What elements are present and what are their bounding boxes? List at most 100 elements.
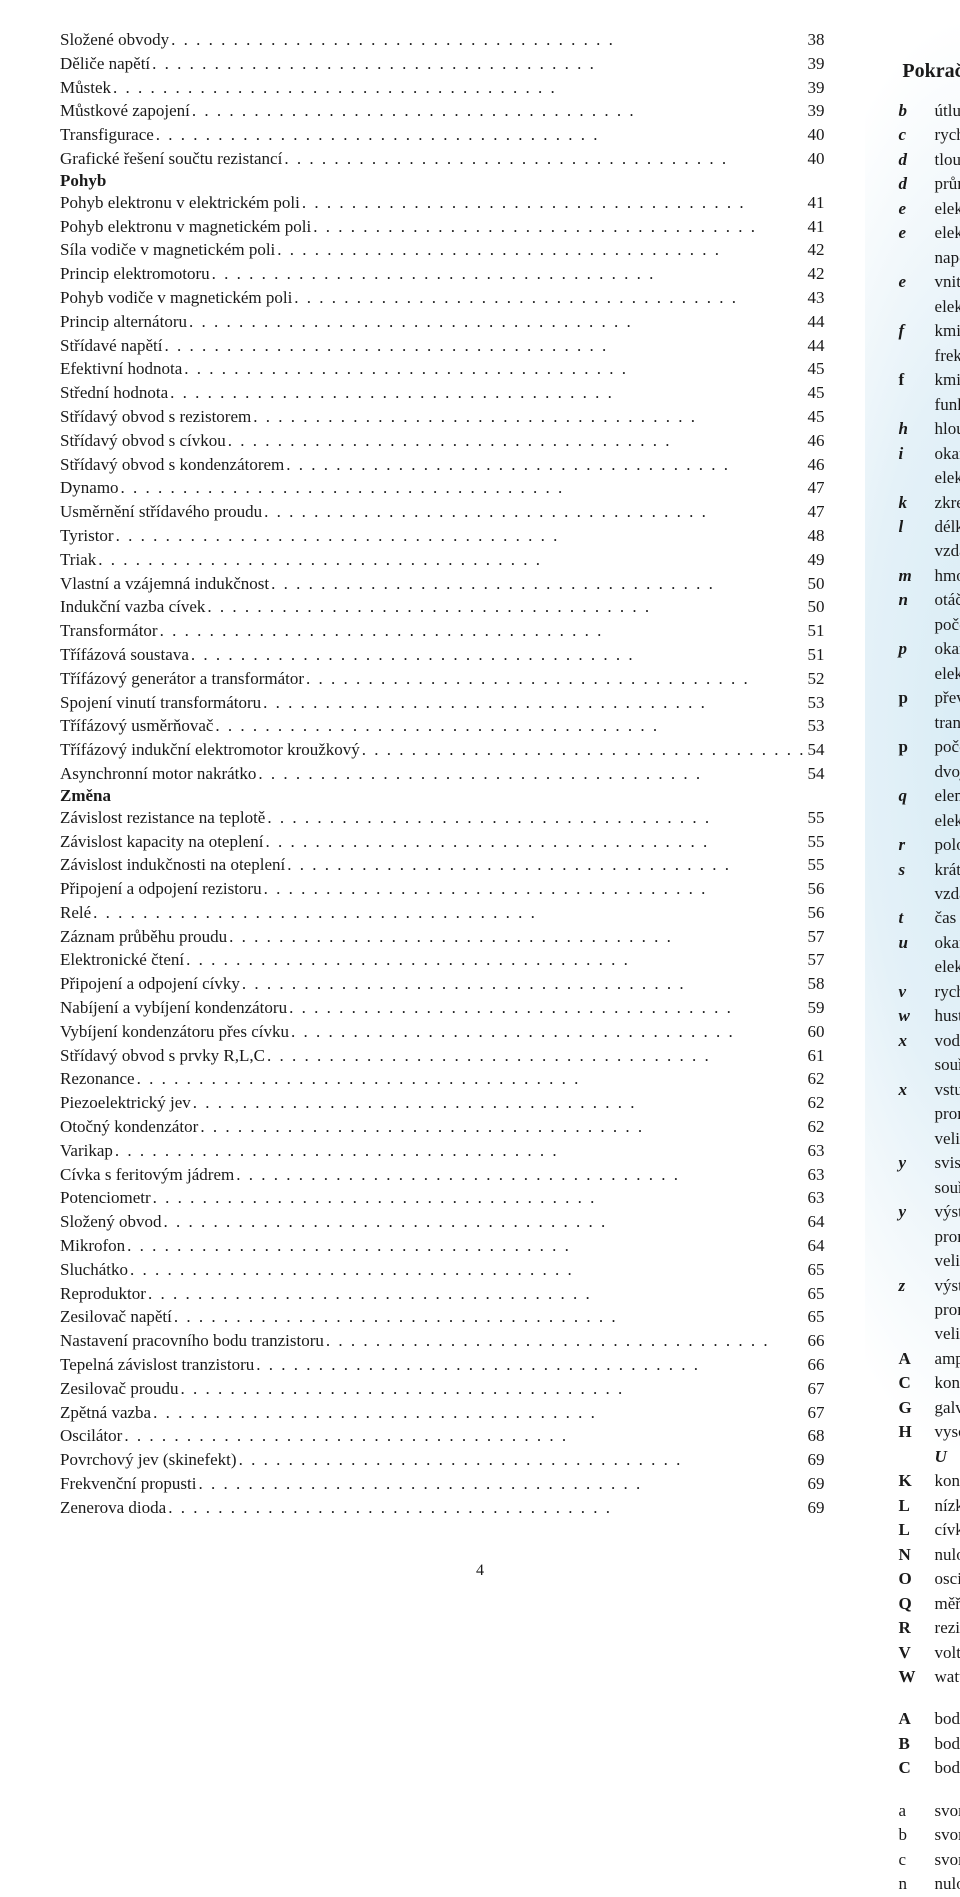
toc-entry: Nastavení pracovního bodu tranzistoru 66 [60,1329,825,1353]
toc-page: 48 [808,524,825,548]
toc-dots [291,1020,806,1044]
symbol-value: kmitoměr, funkce [935,368,960,417]
symbol-key: a [899,1799,935,1823]
toc-label: Cívka s feritovým jádrem [60,1163,234,1187]
toc-page: 67 [808,1377,825,1401]
symbol-row: pokamžitý elektrický výkon [899,637,960,686]
toc-dots [121,476,806,500]
symbol-key: A [899,1707,935,1731]
toc-page: 42 [808,238,825,262]
toc-entry: Elektronické čtení 57 [60,948,825,972]
toc-entry: Zenerova dioda 69 [60,1496,825,1520]
symbol-row: fkmitoměr, funkce [899,368,960,417]
symbol-key: B [899,1732,935,1756]
toc-page: 57 [808,948,825,972]
toc-entry: Závislost rezistance na teplotě 55 [60,806,825,830]
symbol-key: b [899,99,935,123]
symbol-key: C [899,1756,935,1780]
symbol-value: hloubka vniku [935,417,960,441]
toc-page: 41 [808,191,825,215]
toc-page: 63 [808,1163,825,1187]
toc-label: Střídavý obvod s kondenzátorem [60,453,284,477]
symbol-row: eelektron [899,197,960,221]
toc-dots [98,548,805,572]
toc-dots [256,1353,805,1377]
symbol-value: hmotnost [935,564,960,588]
symbol-row: whustota energie [899,1004,960,1028]
toc-section-heading: Pohyb [60,171,825,191]
toc-page: 55 [808,830,825,854]
symbol-value: nulová svorka [935,1872,960,1896]
toc-dots [302,191,806,215]
toc-entry: Vlastní a vzájemná indukčnost 50 [60,572,825,596]
toc-section-heading: Změna [60,786,825,806]
toc-label: Můstek [60,76,111,100]
toc-label: Elektronické čtení [60,948,184,972]
symbol-row: xvstupní proměnná veličina [899,1078,960,1151]
symbol-row: tčas – doba [899,906,960,930]
toc-label: Záznam průběhu proudu [60,925,227,949]
toc-entry: Rezonance 62 [60,1067,825,1091]
symbol-key: C [899,1371,935,1395]
toc-entry: Třífázový usměrňovač 53 [60,714,825,738]
toc-label: Složené obvody [60,28,169,52]
toc-entry: Třífázový indukční elektromotor kroužkov… [60,738,825,762]
toc-page: 60 [808,1020,825,1044]
page-number: 4 [0,1562,960,1580]
symbol-key: A [899,1347,935,1371]
toc-page: 65 [808,1305,825,1329]
symbol-key: q [899,784,935,833]
toc-dots [113,76,806,100]
toc-dots [287,853,805,877]
symbol-value: útlum [935,99,960,123]
toc-label: Triak [60,548,96,572]
toc-label: Princip alternátoru [60,310,187,334]
toc-page: 54 [808,762,825,786]
toc-entry: Usměrnění střídavého proudu 47 [60,500,825,524]
toc-label: Varikap [60,1139,113,1163]
toc-dots [127,1234,805,1258]
toc-dots [228,429,806,453]
symbol-key: z [899,1274,935,1347]
symbol-row: yvýstupní proměnná veličina [899,1200,960,1273]
toc-entry: Střídavý obvod s rezistorem 45 [60,405,825,429]
toc-entry: Pohyb vodiče v magnetickém poli 43 [60,286,825,310]
toc-dots [186,948,805,972]
symbol-key: b [899,1823,935,1847]
symbol-value: výstupní proměnná veličina [935,1200,960,1273]
symbol-value: krátká vzdálenost [935,858,960,907]
symbol-value: zkreslení [935,491,960,515]
symbol-value: ampérmetr [935,1347,960,1371]
toc-page: 65 [808,1258,825,1282]
symbol-row: ppřevod transformátoru [899,686,960,735]
toc-label: Princip elektromotoru [60,262,210,286]
toc-page: 66 [808,1329,825,1353]
toc-page: 46 [808,429,825,453]
symbol-key: O [899,1567,935,1591]
toc-label: Relé [60,901,91,925]
toc-dots [215,714,805,738]
toc-dots [156,123,806,147]
symbol-value: čas – doba [935,906,960,930]
toc-dots [153,1401,805,1425]
toc-label: Střední hodnota [60,381,168,405]
symbol-row: bsvorka nižšího U [899,1823,960,1847]
toc-entry: Střídavé napětí 44 [60,334,825,358]
symbol-row: Nnulový vodič [899,1543,960,1567]
toc-label: Oscilátor [60,1424,122,1448]
symbol-row: fkmitočet – frekvence [899,319,960,368]
symbol-value: cívka, fáze [935,1518,960,1542]
toc-dots [267,1044,806,1068]
toc-dots [289,996,805,1020]
toc-entry: Zpětná vazba 67 [60,1401,825,1425]
symbol-row: xvodorovná souřadnice [899,1029,960,1078]
symbol-key: K [899,1469,935,1493]
toc-dots [153,1186,806,1210]
toc-page: 52 [808,667,825,691]
symbol-key: u [899,931,935,980]
toc-label: Střídavý obvod s cívkou [60,429,226,453]
toc-label: Děliče napětí [60,52,150,76]
toc-dots [242,972,806,996]
toc-dots [284,147,805,171]
symbol-key: c [899,123,935,147]
